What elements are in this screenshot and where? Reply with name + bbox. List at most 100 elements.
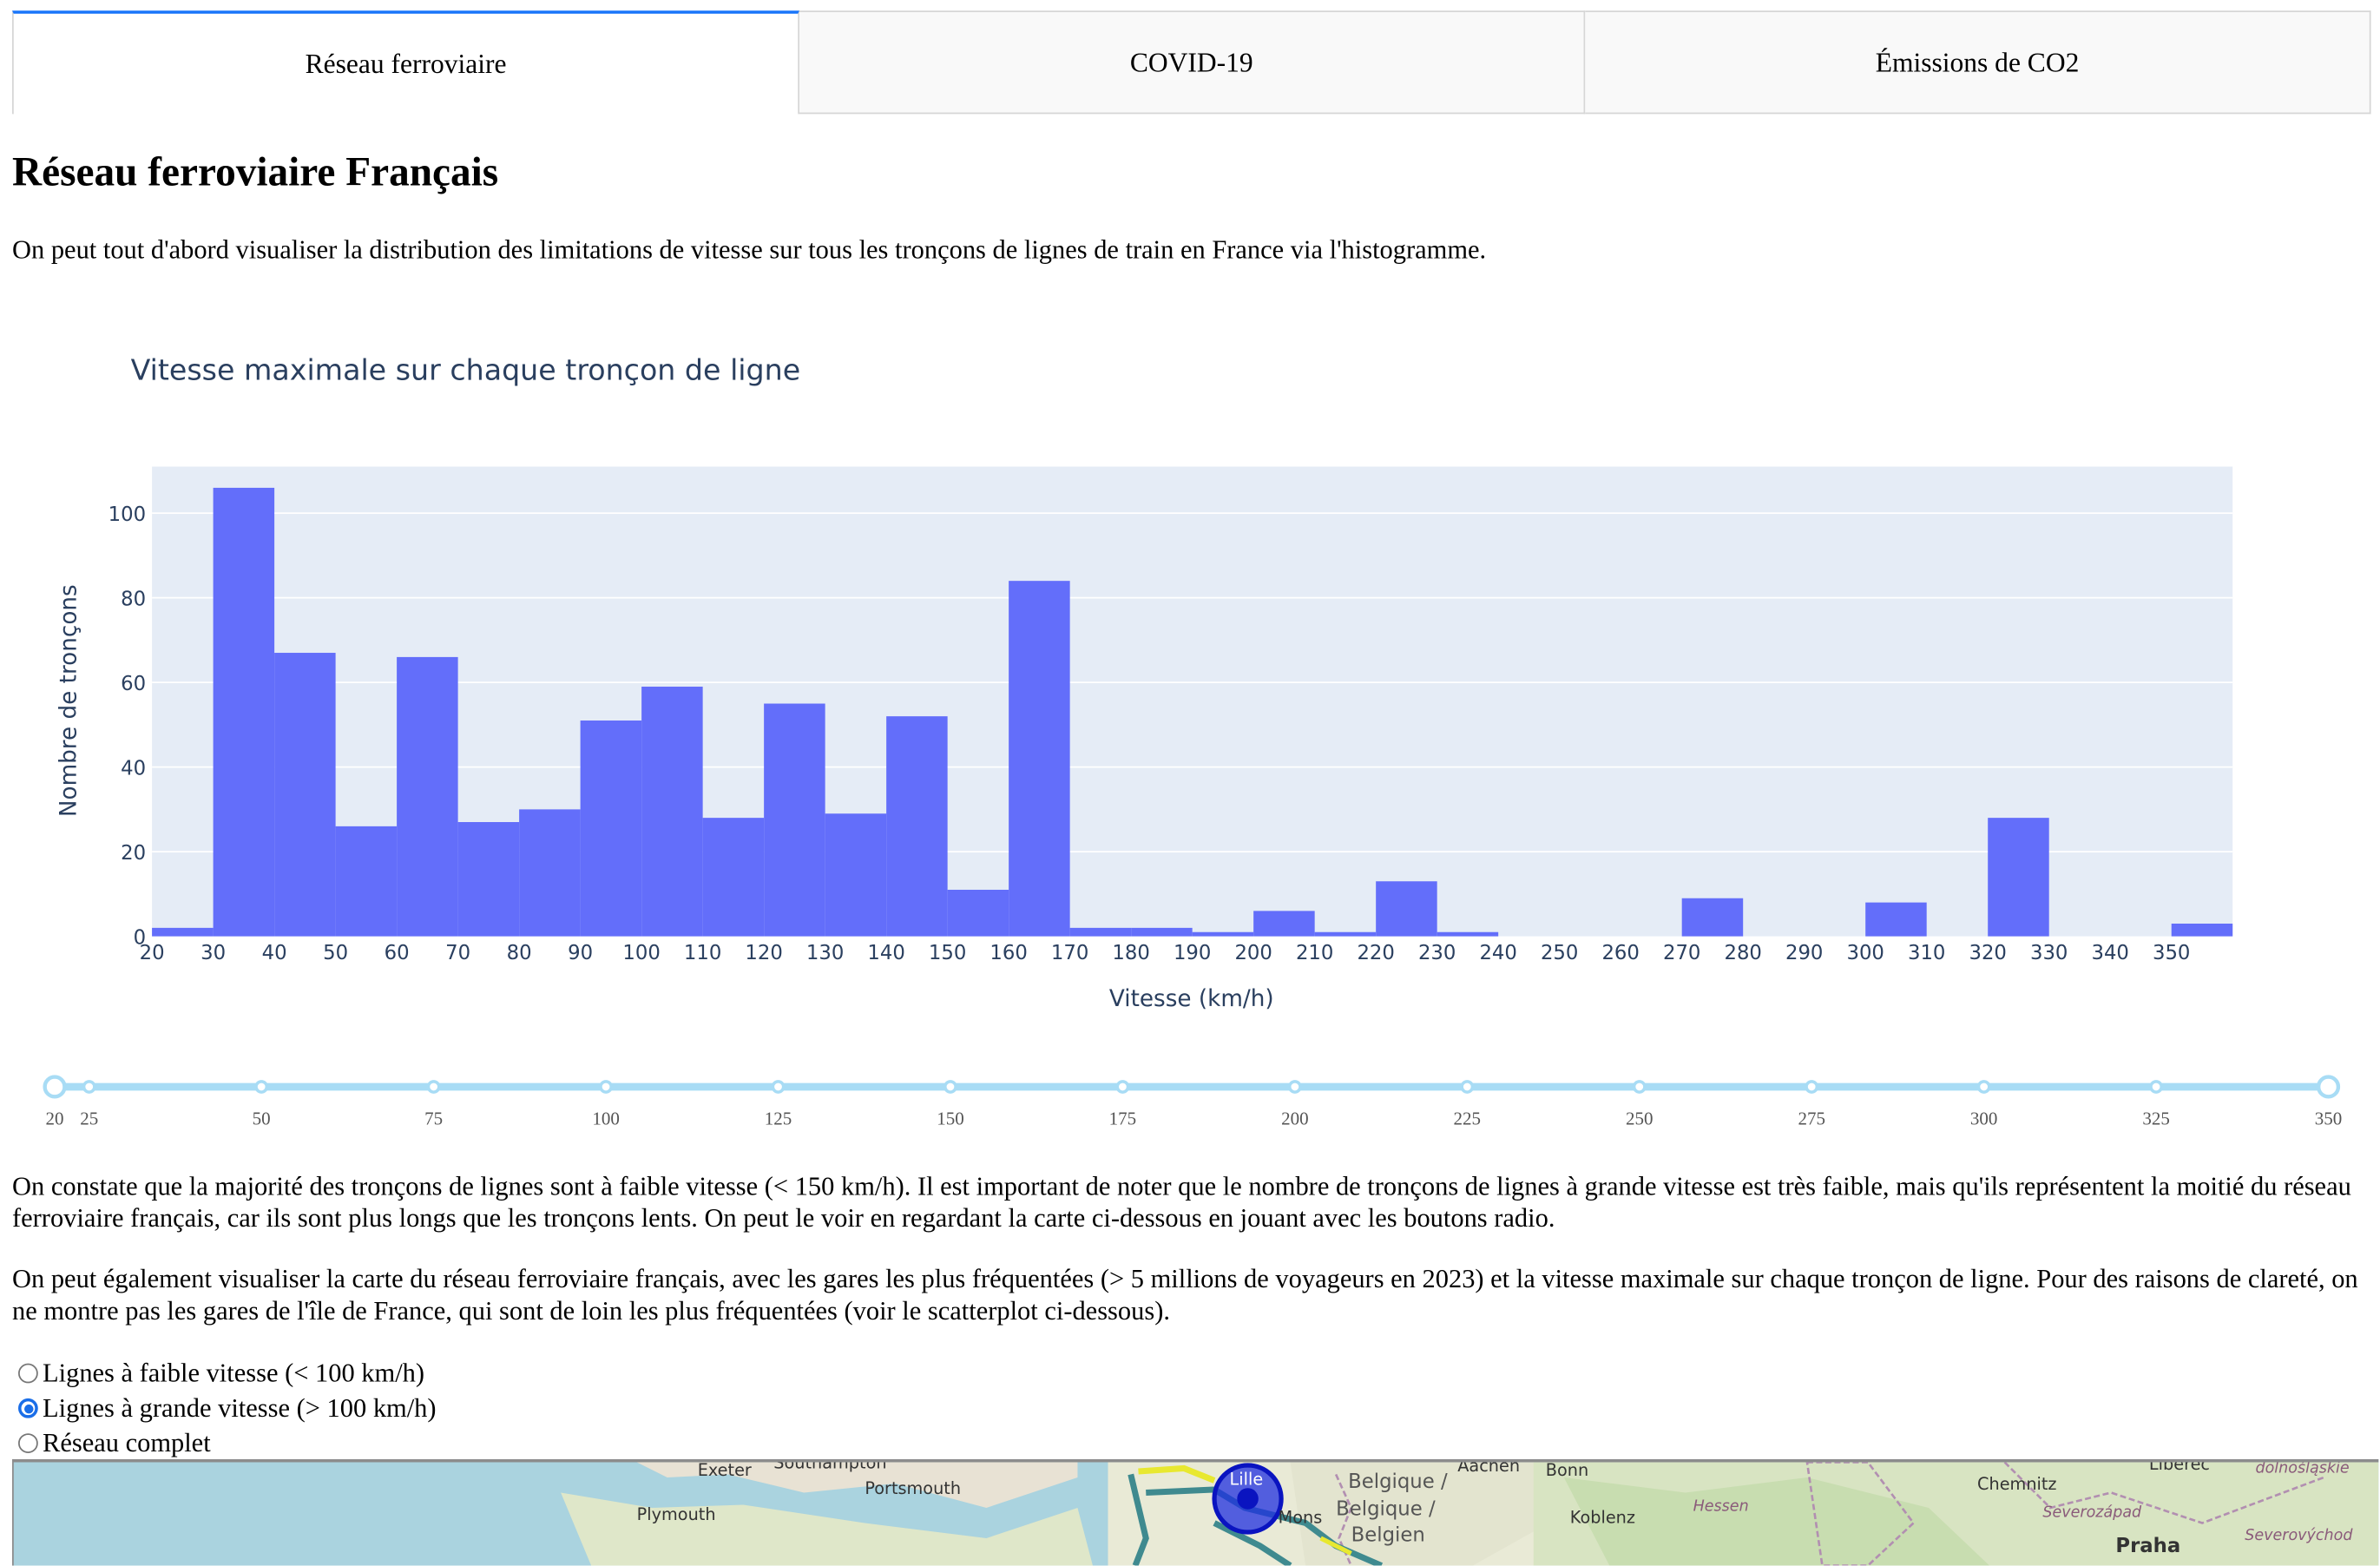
slider-mark-dot (254, 1080, 269, 1094)
slider-mark-dot (1632, 1080, 1647, 1094)
histogram-bar[interactable] (947, 889, 1009, 937)
chart-title: Vitesse maximale sur chaque tronçon de l… (131, 353, 801, 387)
histogram-bar[interactable] (886, 716, 948, 937)
histogram-bar[interactable] (2171, 923, 2233, 937)
map-label: Koblenz (1569, 1507, 1635, 1528)
map-label: Severozápad (2042, 1504, 2142, 1522)
analysis-text: On constate que la majorité des tronçons… (12, 1170, 2351, 1234)
x-tick-label: 240 (1479, 942, 1516, 964)
map-label: Liberec (2148, 1458, 2211, 1475)
x-tick-label: 170 (1051, 942, 1088, 964)
x-tick-label: 40 (262, 942, 287, 964)
slider-mark-label: 200 (1281, 1109, 1309, 1129)
map-description-text: On peut également visualiser la carte du… (12, 1263, 2358, 1326)
map-label: Belgique / (1336, 1498, 1436, 1522)
radio-button[interactable] (18, 1398, 38, 1418)
histogram-bar[interactable] (213, 487, 275, 937)
x-tick-label: 350 (2153, 942, 2190, 964)
slider-handle[interactable] (2316, 1075, 2341, 1099)
tab-label: Émissions de CO2 (1875, 46, 2080, 77)
histogram-bar[interactable] (1314, 931, 1377, 937)
slider-mark-label: 100 (592, 1109, 620, 1129)
histogram-bar[interactable] (1009, 581, 1070, 937)
map-label: Lille (1229, 1470, 1264, 1490)
x-tick-label: 150 (929, 942, 966, 964)
histogram-bar[interactable] (825, 813, 887, 937)
slider-mark-label: 125 (765, 1109, 792, 1129)
radio-button[interactable] (18, 1363, 38, 1384)
radio-label[interactable]: Réseau complet (43, 1427, 211, 1458)
x-tick-label: 100 (622, 942, 660, 964)
x-tick-label: 190 (1174, 942, 1211, 964)
map-label: Plymouth (636, 1504, 716, 1525)
x-tick-label: 30 (201, 942, 226, 964)
slider-mark-dot (599, 1080, 613, 1094)
histogram-bar[interactable] (764, 703, 825, 937)
map-label: Hessen (1693, 1498, 1749, 1516)
tab-label: Réseau ferroviaire (305, 48, 507, 79)
histogram-bar[interactable] (274, 653, 336, 937)
y-tick-label: 0 (134, 926, 146, 949)
x-tick-label: 50 (323, 942, 348, 964)
radio-option-low-speed[interactable]: Lignes à faible vitesse (< 100 km/h) (18, 1356, 437, 1391)
slider-mark-label: 20 (46, 1109, 64, 1129)
x-tick-label: 80 (507, 942, 532, 964)
x-tick-label: 220 (1357, 942, 1394, 964)
histogram-bar[interactable] (152, 927, 214, 937)
map-label: Belgique / (1348, 1471, 1448, 1495)
histogram-bar[interactable] (397, 656, 458, 937)
x-tick-label: 330 (2030, 942, 2068, 964)
radio-label[interactable]: Lignes à faible vitesse (< 100 km/h) (43, 1357, 425, 1388)
tab-covid-19[interactable]: COVID-19 (799, 10, 1586, 115)
slider-mark-dot (1460, 1080, 1475, 1094)
histogram-bar[interactable] (1253, 911, 1315, 937)
tab-label: COVID-19 (1129, 46, 1253, 77)
histogram-bar[interactable] (1069, 927, 1132, 937)
tab-emissions-co2[interactable]: Émissions de CO2 (1585, 10, 2371, 115)
radio-option-high-speed[interactable]: Lignes à grande vitesse (> 100 km/h) (18, 1391, 437, 1425)
x-tick-label: 70 (445, 942, 470, 964)
histogram-bar[interactable] (335, 826, 398, 937)
railway-map[interactable]: Exeter Southampton Portsmouth Plymouth L… (12, 1458, 2379, 1566)
histogram-bar[interactable] (1437, 931, 1499, 937)
y-tick-label: 20 (121, 842, 146, 865)
map-label: Aachen (1457, 1458, 1521, 1477)
tab-bar: Réseau ferroviaire COVID-19 Émissions de… (12, 10, 2371, 115)
x-tick-label: 280 (1724, 942, 1761, 964)
slider-mark-label: 75 (424, 1109, 443, 1129)
histogram-bar[interactable] (1376, 881, 1437, 937)
x-tick-label: 210 (1296, 942, 1333, 964)
histogram-bar[interactable] (1865, 902, 1927, 937)
slider-mark-dot (1805, 1080, 1819, 1094)
speed-histogram: Vitesse maximale sur chaque tronçon de l… (56, 353, 2233, 1012)
map-label: Mons (1278, 1507, 1323, 1528)
histogram-bar[interactable] (641, 687, 703, 937)
map-label: Chemnitz (1977, 1474, 2057, 1495)
slider-handle[interactable] (43, 1075, 67, 1099)
x-tick-label: 260 (1601, 942, 1639, 964)
histogram-bar[interactable] (702, 818, 765, 937)
speed-filter-radio-group: Lignes à faible vitesse (< 100 km/h) Lig… (18, 1356, 437, 1461)
histogram-bar[interactable] (1681, 898, 1744, 937)
radio-button[interactable] (18, 1433, 38, 1453)
y-tick-label: 100 (108, 503, 146, 526)
map-label: Belgien (1351, 1524, 1425, 1548)
y-tick-label: 60 (121, 673, 146, 695)
tab-reseau-ferroviaire[interactable]: Réseau ferroviaire (12, 10, 800, 115)
map-label: Portsmouth (865, 1478, 962, 1499)
histogram-bar[interactable] (457, 822, 520, 937)
x-tick-label: 90 (568, 942, 593, 964)
histogram-bar[interactable] (1988, 818, 2049, 937)
slider-mark-label: 175 (1109, 1109, 1137, 1129)
histogram-bar[interactable] (1192, 931, 1254, 937)
histogram-bar[interactable] (519, 809, 581, 937)
radio-label[interactable]: Lignes à grande vitesse (> 100 km/h) (43, 1392, 437, 1423)
histogram-bar[interactable] (1131, 927, 1193, 937)
radio-option-full-network[interactable]: Réseau complet (18, 1425, 437, 1460)
slider-mark-label: 275 (1798, 1109, 1825, 1129)
slider-mark-label: 150 (937, 1109, 964, 1129)
histogram-bar[interactable] (580, 720, 642, 937)
x-tick-label: 320 (1969, 942, 2006, 964)
speed-range-slider[interactable]: 20 25 50 75 100 125 150 175 200 225 250 275 300 325 35… (0, 1064, 2380, 1141)
